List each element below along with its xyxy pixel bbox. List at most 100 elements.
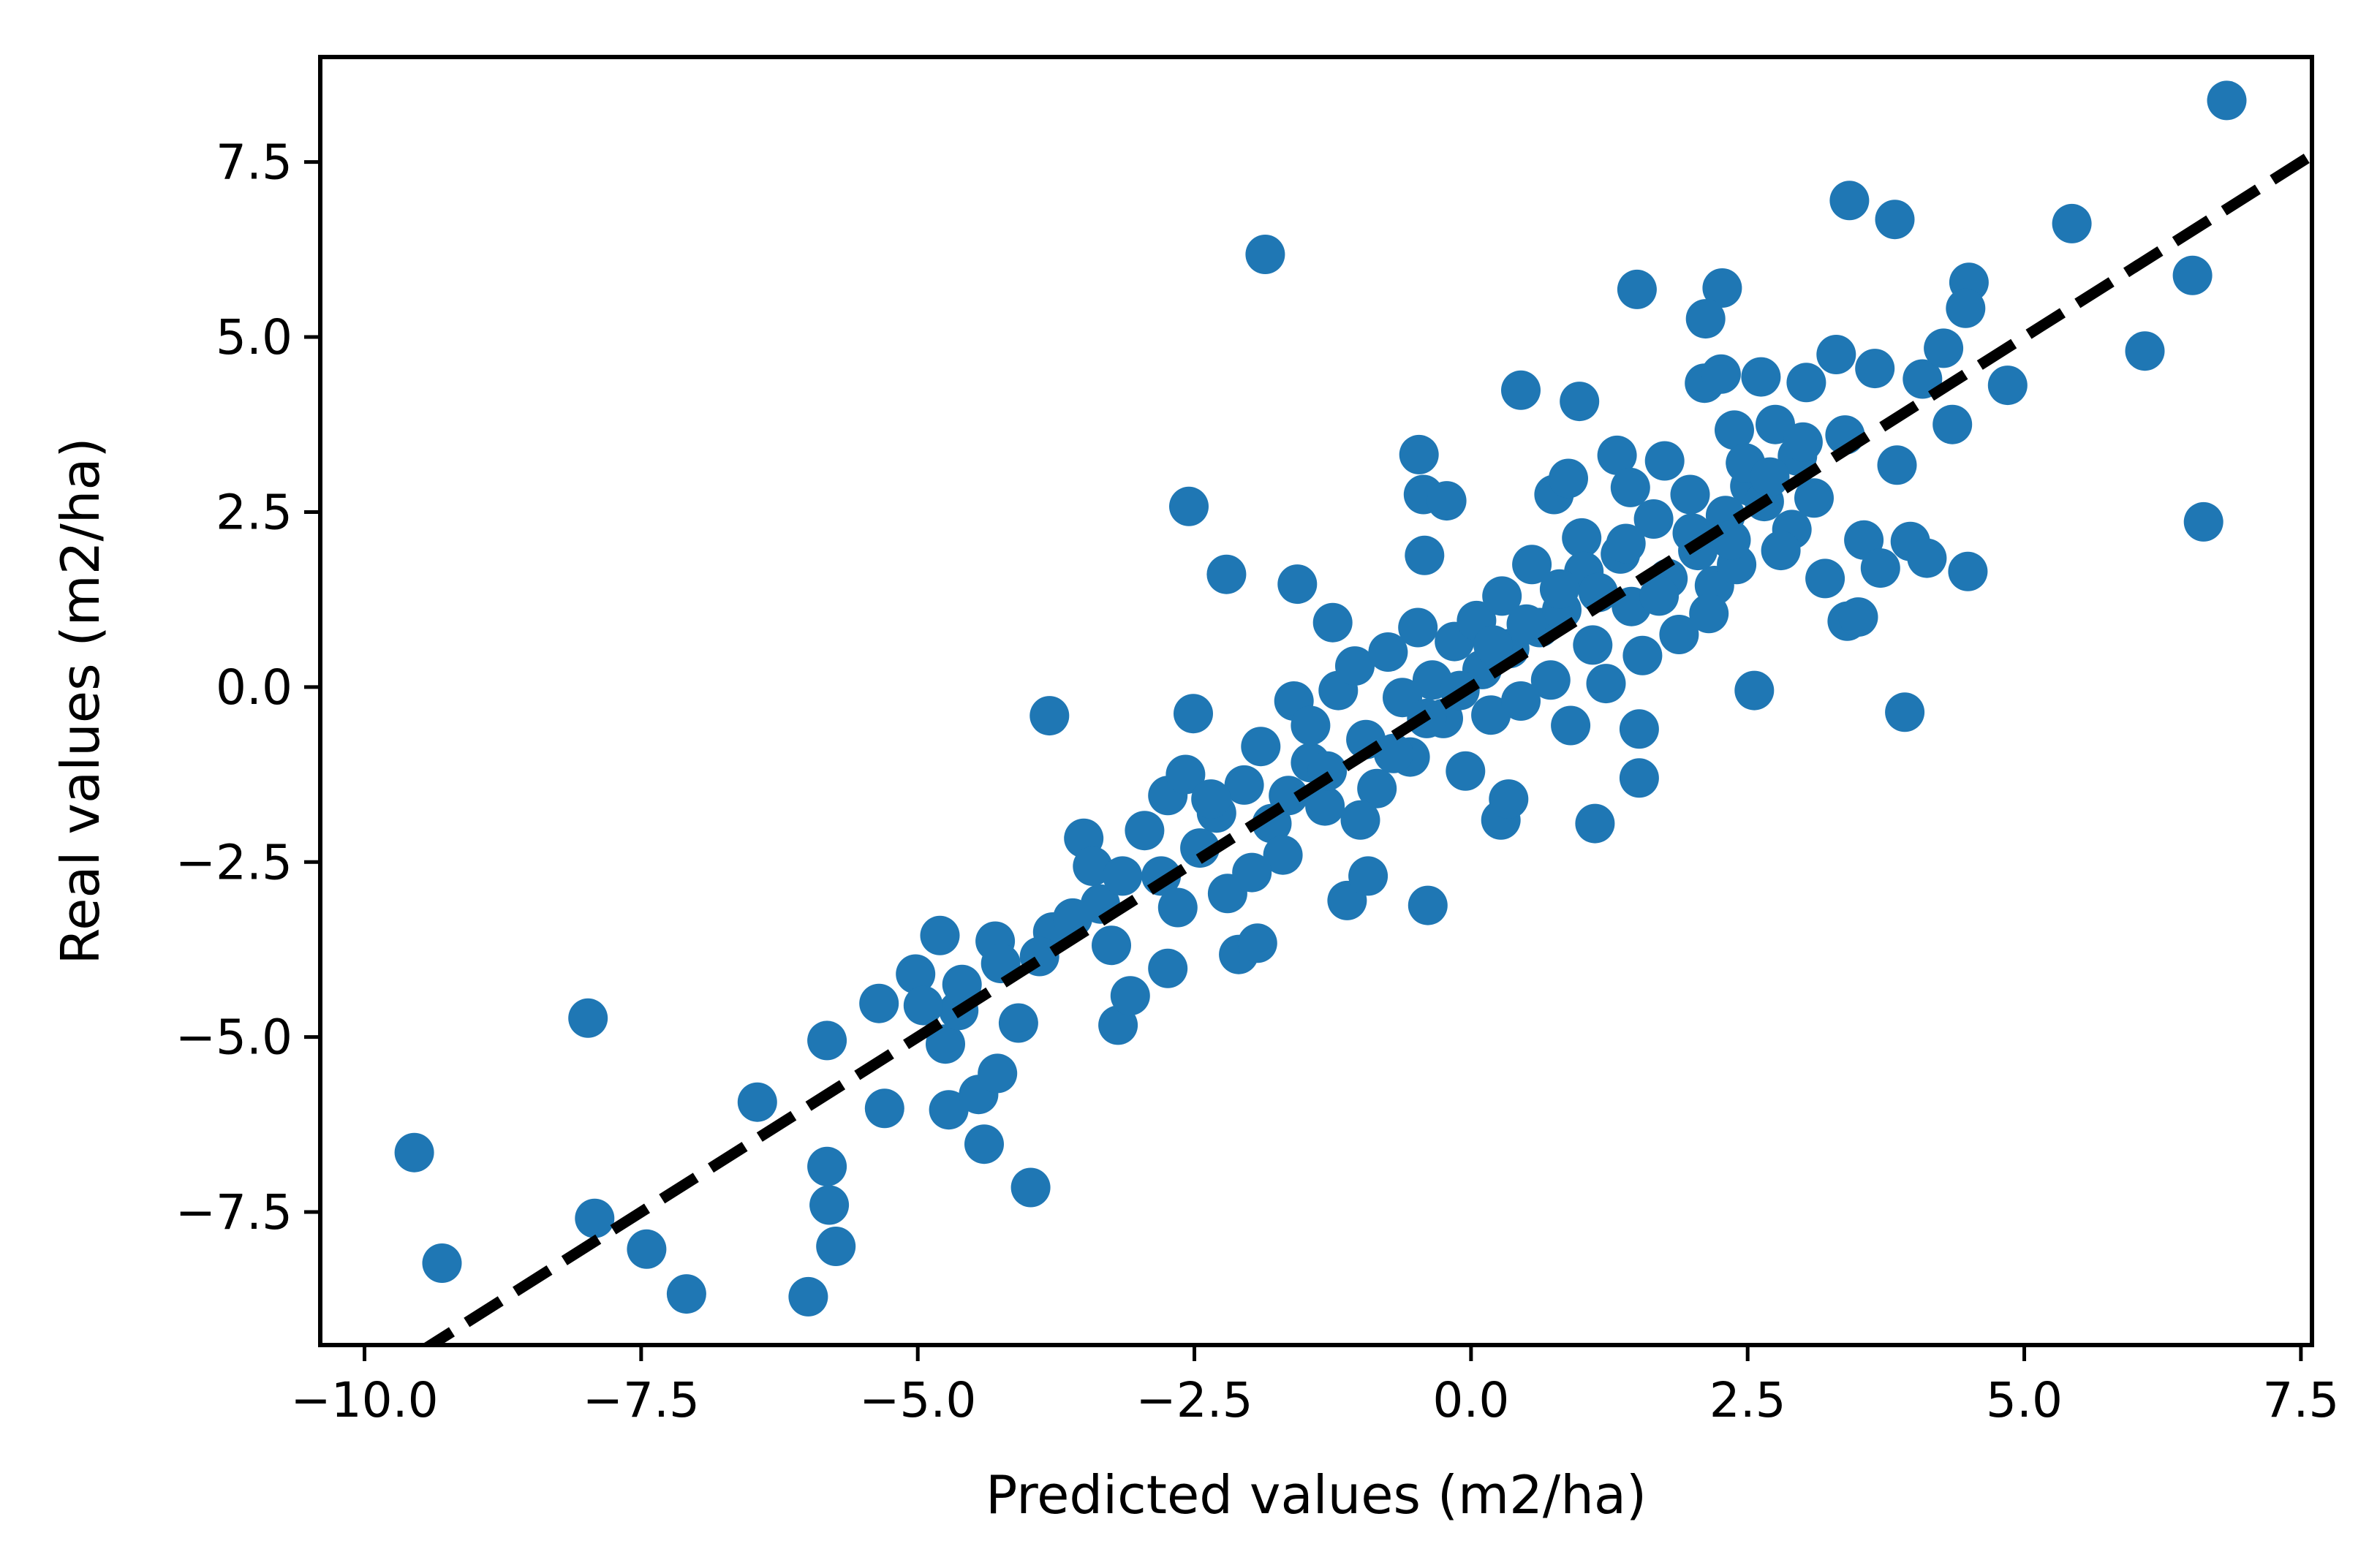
y-tick-label: −7.5 xyxy=(175,1184,292,1241)
data-point-0-87 xyxy=(1838,597,1878,637)
data-point-0-43 xyxy=(1092,925,1131,966)
data-point-0-6 xyxy=(1617,269,1657,309)
data-point-0-134 xyxy=(1551,705,1591,746)
data-point-0-28 xyxy=(864,1088,904,1129)
data-point-0-69 xyxy=(1575,803,1615,844)
data-point-0-5 xyxy=(2172,255,2213,295)
data-point-0-50 xyxy=(1174,694,1213,734)
data-point-0-111 xyxy=(1305,786,1345,826)
y-axis-label: Real values (m2/ha) xyxy=(50,437,111,964)
data-point-0-113 xyxy=(1335,646,1375,686)
data-point-0-141 xyxy=(1633,499,1674,539)
data-point-0-127 xyxy=(1482,576,1522,616)
data-point-0-158 xyxy=(903,985,943,1026)
x-tick-label: −2.5 xyxy=(1136,1372,1252,1428)
data-point-0-119 xyxy=(1398,607,1438,648)
data-point-0-17 xyxy=(568,998,608,1038)
data-point-0-42 xyxy=(1073,847,1113,886)
data-point-0-146 xyxy=(1689,594,1729,634)
data-point-0-65 xyxy=(1489,779,1529,819)
data-point-0-88 xyxy=(1855,349,1895,389)
data-point-0-105 xyxy=(1224,765,1264,805)
data-point-0-126 xyxy=(1471,695,1511,735)
data-point-0-4 xyxy=(1245,235,1285,274)
data-point-0-68 xyxy=(1562,518,1602,558)
data-point-0-35 xyxy=(964,1124,1004,1164)
data-point-0-19 xyxy=(627,1229,667,1269)
data-point-0-123 xyxy=(1446,751,1486,791)
data-point-0-181 xyxy=(1750,457,1790,497)
data-point-0-30 xyxy=(920,915,960,955)
data-point-0-0 xyxy=(2207,80,2247,121)
data-point-0-59 xyxy=(1399,434,1439,474)
data-point-0-77 xyxy=(1701,354,1741,394)
y-axis-ticks: −7.5 −5.0 −2.5 0.0 2.5 5.0 7.5 xyxy=(175,135,320,1241)
data-point-0-32 xyxy=(929,1090,969,1130)
data-point-0-40 xyxy=(1029,696,1070,736)
data-point-0-49 xyxy=(1169,486,1209,526)
data-point-0-11 xyxy=(2125,331,2165,371)
data-point-0-153 xyxy=(1794,478,1834,518)
data-point-0-21 xyxy=(737,1082,777,1122)
data-point-0-144 xyxy=(1670,474,1710,515)
data-point-0-3 xyxy=(2052,203,2092,243)
x-tick-label: 5.0 xyxy=(1986,1372,2063,1428)
data-point-0-12 xyxy=(1987,366,2028,406)
data-point-0-108 xyxy=(1263,835,1303,875)
data-point-0-151 xyxy=(1761,531,1801,571)
data-point-0-132 xyxy=(1530,660,1571,700)
reference-line-layer xyxy=(420,150,2312,1345)
data-point-0-163 xyxy=(1103,856,1143,896)
data-point-0-110 xyxy=(1291,705,1331,746)
data-point-0-24 xyxy=(809,1185,850,1225)
reference-line xyxy=(420,150,2312,1345)
data-point-0-136 xyxy=(1573,625,1613,665)
data-point-0-37 xyxy=(978,1053,1018,1094)
data-point-0-157 xyxy=(1860,548,1900,588)
x-tick-label: −5.0 xyxy=(859,1372,976,1428)
data-point-0-62 xyxy=(1408,885,1448,925)
data-point-0-74 xyxy=(1644,441,1685,481)
data-point-0-84 xyxy=(1786,363,1826,403)
x-axis-ticks: −10.0 −7.5 −5.0 −2.5 0.0 2.5 5.0 7.5 xyxy=(290,1345,2339,1428)
data-point-0-178 xyxy=(1639,576,1680,616)
points-layer xyxy=(394,80,2247,1317)
x-tick-label: 2.5 xyxy=(1709,1372,1786,1428)
data-point-0-177 xyxy=(1606,523,1646,564)
data-point-0-58 xyxy=(1348,856,1388,896)
data-point-0-85 xyxy=(1816,335,1856,374)
x-tick-label: 0.0 xyxy=(1432,1372,1509,1428)
data-point-0-100 xyxy=(1125,811,1165,851)
data-point-0-173 xyxy=(1473,625,1514,665)
data-point-0-174 xyxy=(1506,604,1546,644)
data-point-0-129 xyxy=(1501,681,1541,721)
data-point-0-15 xyxy=(394,1132,434,1173)
data-point-0-140 xyxy=(1622,635,1663,675)
data-point-0-7 xyxy=(1702,268,1742,308)
data-point-0-14 xyxy=(1560,382,1600,422)
data-point-0-63 xyxy=(1427,481,1467,521)
data-point-0-48 xyxy=(1165,754,1206,795)
data-point-0-70 xyxy=(1597,435,1637,475)
data-point-0-90 xyxy=(1885,692,1925,732)
plot-frame xyxy=(318,55,2314,1347)
data-point-0-13 xyxy=(1501,370,1541,410)
y-tick-label: 0.0 xyxy=(216,659,292,716)
data-point-0-2 xyxy=(1875,200,1915,240)
x-tick-label: 7.5 xyxy=(2262,1372,2339,1428)
data-point-0-22 xyxy=(788,1276,828,1317)
data-point-0-80 xyxy=(1734,670,1775,711)
data-point-0-106 xyxy=(1241,727,1281,767)
data-point-0-72 xyxy=(1619,709,1659,749)
data-point-0-93 xyxy=(1907,538,1947,578)
data-point-0-116 xyxy=(1368,632,1408,672)
data-point-0-9 xyxy=(1946,288,1986,328)
y-tick-label: −2.5 xyxy=(175,834,292,890)
data-point-0-20 xyxy=(666,1274,706,1314)
data-point-0-51 xyxy=(1206,554,1247,594)
data-point-0-23 xyxy=(807,1146,847,1186)
data-point-0-25 xyxy=(816,1227,856,1266)
y-tick-label: 5.0 xyxy=(216,309,292,366)
data-point-0-18 xyxy=(575,1198,615,1238)
y-tick-label: 7.5 xyxy=(216,135,292,191)
